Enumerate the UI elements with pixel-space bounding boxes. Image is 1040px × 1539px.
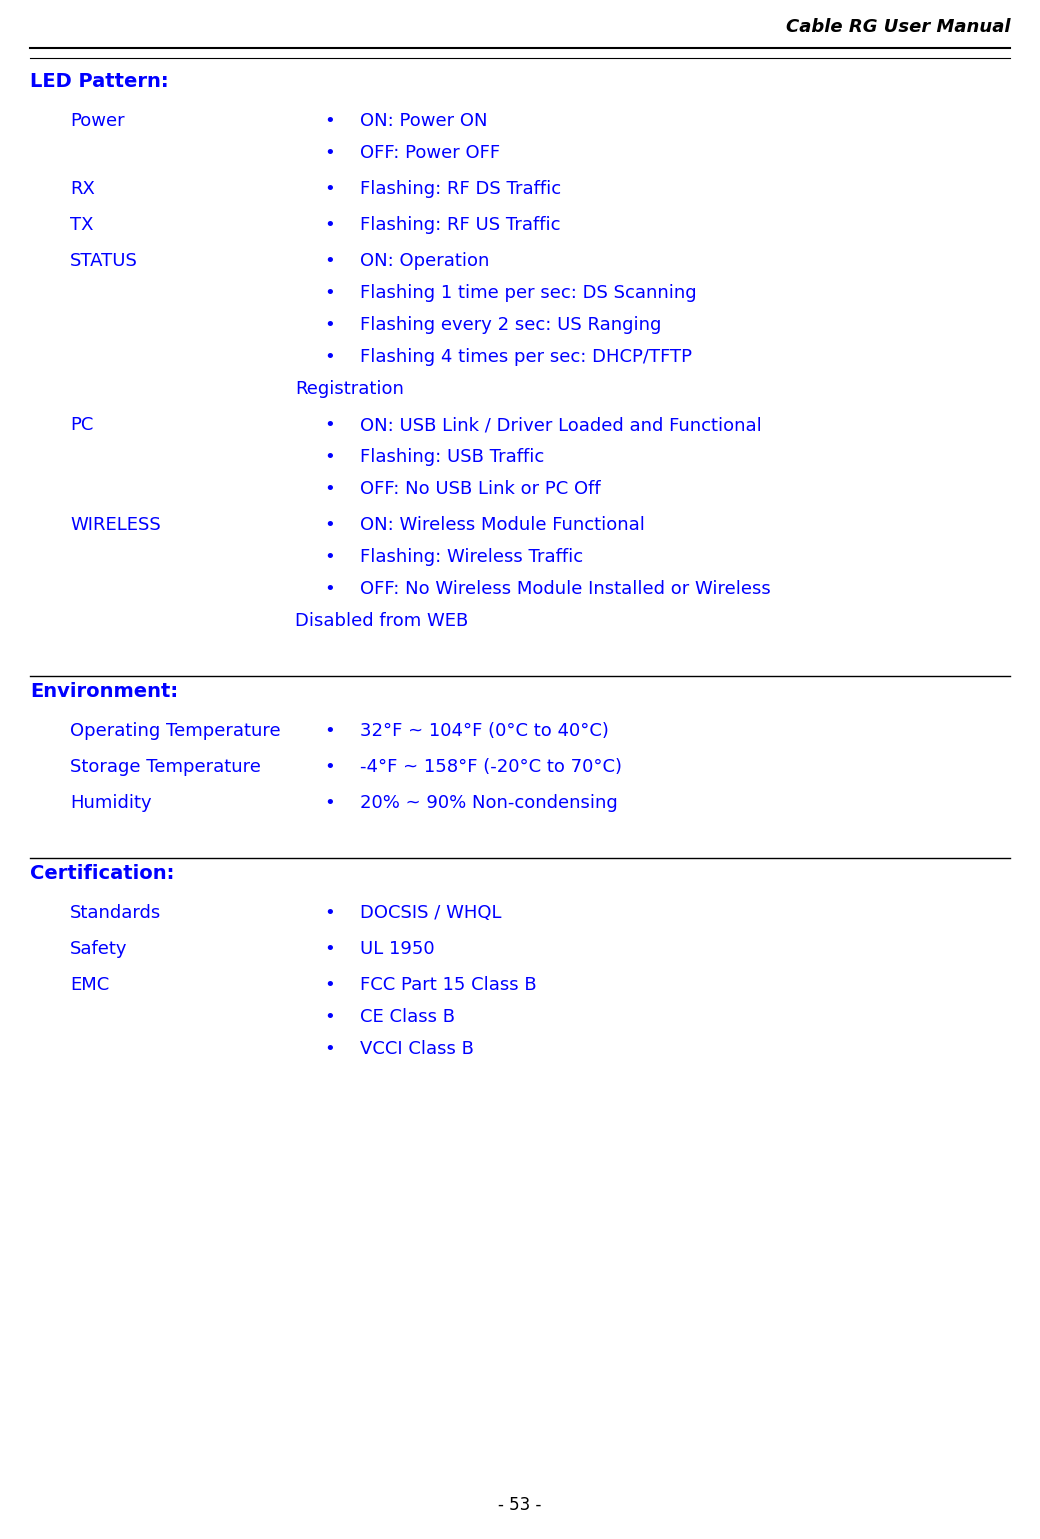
Text: •: • xyxy=(324,976,335,994)
Text: Flashing: USB Traffic: Flashing: USB Traffic xyxy=(360,448,544,466)
Text: •: • xyxy=(324,285,335,302)
Text: OFF: Power OFF: OFF: Power OFF xyxy=(360,145,500,162)
Text: Operating Temperature: Operating Temperature xyxy=(70,722,281,740)
Text: ON: Wireless Module Functional: ON: Wireless Module Functional xyxy=(360,516,645,534)
Text: DOCSIS / WHQL: DOCSIS / WHQL xyxy=(360,903,501,922)
Text: •: • xyxy=(324,548,335,566)
Text: •: • xyxy=(324,903,335,922)
Text: Power: Power xyxy=(70,112,125,129)
Text: Flashing 4 times per sec: DHCP/TFTP: Flashing 4 times per sec: DHCP/TFTP xyxy=(360,348,692,366)
Text: -4°F ~ 158°F (-20°C to 70°C): -4°F ~ 158°F (-20°C to 70°C) xyxy=(360,759,622,776)
Text: •: • xyxy=(324,1008,335,1027)
Text: ON: Power ON: ON: Power ON xyxy=(360,112,488,129)
Text: Environment:: Environment: xyxy=(30,682,178,700)
Text: CE Class B: CE Class B xyxy=(360,1008,456,1027)
Text: FCC Part 15 Class B: FCC Part 15 Class B xyxy=(360,976,537,994)
Text: •: • xyxy=(324,448,335,466)
Text: Safety: Safety xyxy=(70,940,128,957)
Text: Flashing: Wireless Traffic: Flashing: Wireless Traffic xyxy=(360,548,583,566)
Text: •: • xyxy=(324,580,335,599)
Text: •: • xyxy=(324,348,335,366)
Text: •: • xyxy=(324,759,335,776)
Text: TX: TX xyxy=(70,215,94,234)
Text: STATUS: STATUS xyxy=(70,252,138,269)
Text: OFF: No Wireless Module Installed or Wireless: OFF: No Wireless Module Installed or Wir… xyxy=(360,580,771,599)
Text: 32°F ~ 104°F (0°C to 40°C): 32°F ~ 104°F (0°C to 40°C) xyxy=(360,722,608,740)
Text: Storage Temperature: Storage Temperature xyxy=(70,759,261,776)
Text: •: • xyxy=(324,180,335,199)
Text: RX: RX xyxy=(70,180,95,199)
Text: WIRELESS: WIRELESS xyxy=(70,516,161,534)
Text: Flashing: RF DS Traffic: Flashing: RF DS Traffic xyxy=(360,180,562,199)
Text: •: • xyxy=(324,112,335,129)
Text: EMC: EMC xyxy=(70,976,109,994)
Text: Disabled from WEB: Disabled from WEB xyxy=(295,613,468,629)
Text: Registration: Registration xyxy=(295,380,404,399)
Text: Flashing 1 time per sec: DS Scanning: Flashing 1 time per sec: DS Scanning xyxy=(360,285,697,302)
Text: - 53 -: - 53 - xyxy=(498,1496,542,1514)
Text: •: • xyxy=(324,516,335,534)
Text: •: • xyxy=(324,416,335,434)
Text: LED Pattern:: LED Pattern: xyxy=(30,72,168,91)
Text: Flashing every 2 sec: US Ranging: Flashing every 2 sec: US Ranging xyxy=(360,315,661,334)
Text: Certification:: Certification: xyxy=(30,863,175,883)
Text: •: • xyxy=(324,480,335,499)
Text: 20% ~ 90% Non-condensing: 20% ~ 90% Non-condensing xyxy=(360,794,618,813)
Text: •: • xyxy=(324,1040,335,1057)
Text: UL 1950: UL 1950 xyxy=(360,940,435,957)
Text: •: • xyxy=(324,794,335,813)
Text: •: • xyxy=(324,252,335,269)
Text: Cable RG User Manual: Cable RG User Manual xyxy=(785,18,1010,35)
Text: Standards: Standards xyxy=(70,903,161,922)
Text: OFF: No USB Link or PC Off: OFF: No USB Link or PC Off xyxy=(360,480,601,499)
Text: •: • xyxy=(324,940,335,957)
Text: PC: PC xyxy=(70,416,94,434)
Text: •: • xyxy=(324,315,335,334)
Text: •: • xyxy=(324,145,335,162)
Text: Flashing: RF US Traffic: Flashing: RF US Traffic xyxy=(360,215,561,234)
Text: •: • xyxy=(324,722,335,740)
Text: VCCI Class B: VCCI Class B xyxy=(360,1040,474,1057)
Text: Humidity: Humidity xyxy=(70,794,152,813)
Text: •: • xyxy=(324,215,335,234)
Text: ON: Operation: ON: Operation xyxy=(360,252,490,269)
Text: ON: USB Link / Driver Loaded and Functional: ON: USB Link / Driver Loaded and Functio… xyxy=(360,416,761,434)
